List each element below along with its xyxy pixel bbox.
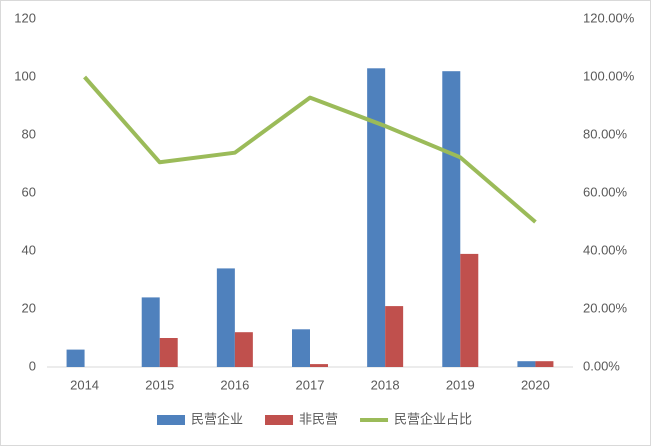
y-tick-label: 20 [22, 300, 36, 315]
legend-label: 民营企业占比 [394, 411, 472, 426]
legend-swatch [265, 415, 294, 425]
y-tick-label: 0 [29, 358, 36, 373]
bar [292, 329, 310, 367]
y2-tick-label: 40.00% [583, 242, 628, 257]
bar [141, 297, 160, 367]
bar [460, 253, 479, 367]
bar [385, 306, 404, 367]
y2-tick-label: 100.00% [583, 68, 635, 83]
y-tick-label: 80 [22, 126, 36, 141]
x-tick-label: 2016 [220, 377, 249, 392]
x-tick-label: 2018 [371, 377, 400, 392]
x-tick-label: 2020 [521, 377, 550, 392]
line [83, 75, 537, 224]
legend-swatch [157, 415, 185, 425]
bar [535, 361, 554, 367]
bar [159, 338, 178, 367]
y-tick-label: 60 [22, 184, 36, 199]
bar [216, 268, 235, 367]
y2-tick-label: 0.00% [583, 358, 620, 373]
bar [66, 349, 85, 367]
x-tick-label: 2019 [446, 377, 475, 392]
y-tick-label: 100 [14, 68, 36, 83]
y2-tick-label: 60.00% [583, 184, 628, 199]
y-tick-label: 40 [22, 242, 36, 257]
x-tick-label: 2014 [70, 377, 99, 392]
x-tick-label: 2015 [145, 377, 174, 392]
legend-label: 民营企业 [191, 411, 243, 426]
bar [234, 332, 253, 367]
bar [367, 68, 386, 368]
y2-tick-label: 80.00% [583, 126, 628, 141]
y2-tick-label: 20.00% [583, 300, 628, 315]
legend-label: 非民营 [299, 411, 338, 426]
bar [310, 364, 328, 367]
bar [442, 71, 461, 367]
y-tick-label: 120 [14, 10, 36, 25]
y2-tick-label: 120.00% [583, 10, 635, 25]
x-tick-label: 2017 [296, 377, 325, 392]
bar [517, 361, 536, 367]
